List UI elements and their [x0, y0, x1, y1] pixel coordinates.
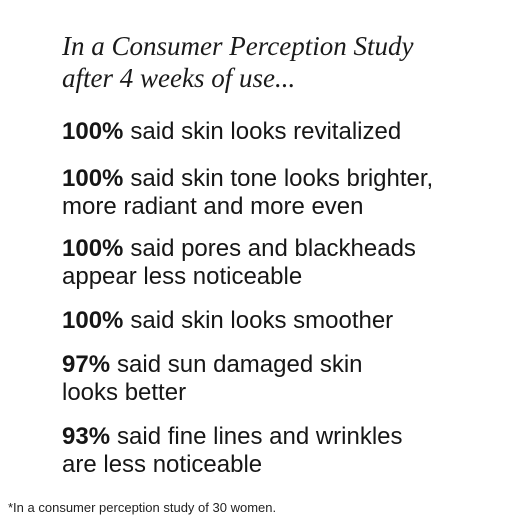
claim-text: said skin looks revitalized — [130, 118, 402, 145]
claim-text: are less noticeable — [62, 451, 263, 478]
claim-percent: 97% — [62, 351, 111, 378]
claim-line: 100% said skin looks revitalized — [62, 118, 401, 146]
claim-percent: 93% — [62, 423, 111, 450]
claim: 100% said skin looks smoother — [62, 307, 393, 335]
claim-line: appear less noticeable — [62, 263, 416, 291]
claim: 100% said skin looks revitalized — [62, 118, 401, 146]
claim-percent: 100% — [62, 307, 124, 334]
claim-text: said skin tone looks brighter, — [130, 165, 434, 192]
heading-line: In a Consumer Perception Study — [62, 31, 414, 61]
claim-text: said sun damaged skin — [117, 351, 363, 378]
claim-line: more radiant and more even — [62, 193, 433, 221]
claim-percent: 100% — [62, 235, 124, 262]
claim-line: are less noticeable — [62, 451, 403, 479]
claim-text: more radiant and more even — [62, 193, 364, 220]
heading-line: after 4 weeks of use... — [62, 63, 296, 93]
claim-line: 100% said pores and blackheads — [62, 235, 416, 263]
claim-text: said pores and blackheads — [130, 235, 416, 262]
claim-text: said skin looks smoother — [130, 307, 394, 334]
claim-line: 100% said skin tone looks brighter, — [62, 165, 433, 193]
claim-line: 97% said sun damaged skin — [62, 351, 363, 379]
claim-line: looks better — [62, 379, 363, 407]
claim-line: 100% said skin looks smoother — [62, 307, 393, 335]
claim-text: said fine lines and wrinkles — [117, 423, 403, 450]
claim: 97% said sun damaged skin looks better — [62, 351, 363, 407]
claim-line: 93% said fine lines and wrinkles — [62, 423, 403, 451]
footnote: *In a consumer perception study of 30 wo… — [8, 500, 277, 515]
claim: 93% said fine lines and wrinkles are less … — [62, 423, 403, 479]
claim-text: appear less noticeable — [62, 263, 303, 290]
claim: 100% said skin tone looks brighter, more r… — [62, 165, 433, 221]
claim: 100% said pores and blackheads appear less… — [62, 235, 416, 291]
claim-text: looks better — [62, 379, 187, 406]
heading: In a Consumer Perception Study after 4 w… — [62, 30, 413, 94]
claim-percent: 100% — [62, 118, 124, 145]
claim-percent: 100% — [62, 165, 124, 192]
